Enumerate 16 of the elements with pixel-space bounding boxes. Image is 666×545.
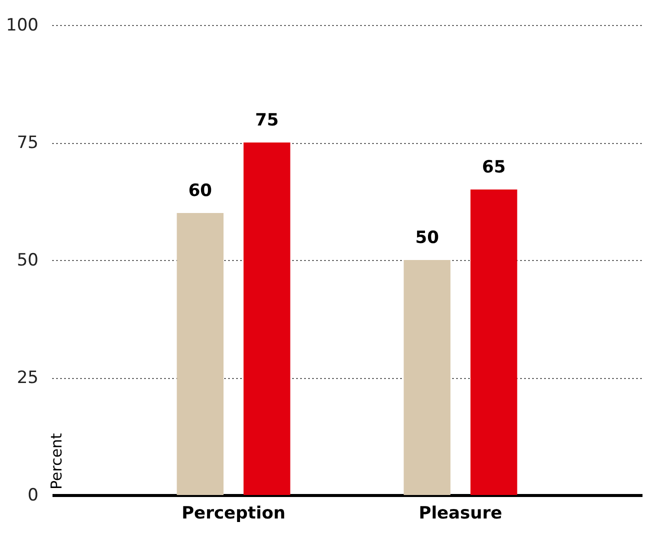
data-label: 60 [188,181,212,201]
x-tick-label: Perception [182,504,286,524]
y-tick-label: 50 [16,250,38,270]
bar [244,142,290,495]
y-tick-label: 25 [16,368,38,388]
bar [470,190,518,495]
y-axis-title: Percent [48,432,66,490]
bar [404,260,450,495]
y-tick-label: 75 [16,133,38,153]
x-tick-label: Pleasure [418,504,502,524]
data-label: 65 [482,158,506,178]
y-tick-label: 100 [6,16,38,36]
data-label: 50 [415,228,440,248]
y-tick-label: 0 [28,486,38,506]
bar [176,213,224,495]
data-label: 75 [255,110,279,130]
